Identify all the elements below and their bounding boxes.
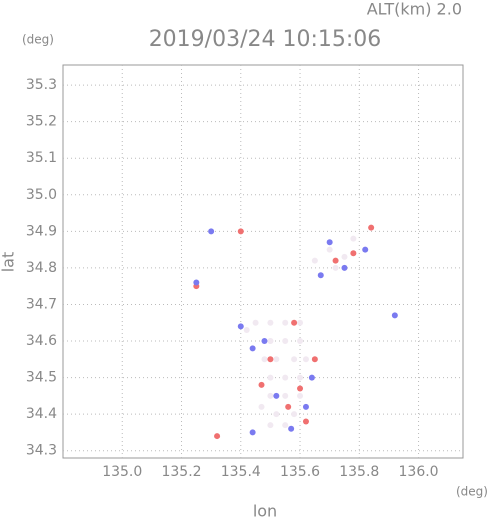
y-unit: (deg) xyxy=(22,33,54,47)
y-tick-label: 34.7 xyxy=(26,296,57,312)
data-point xyxy=(208,228,215,235)
data-point xyxy=(249,429,256,436)
data-point xyxy=(267,422,274,429)
chart-title: 2019/03/24 10:15:06 xyxy=(149,27,382,52)
data-point xyxy=(249,345,256,352)
data-point xyxy=(282,422,289,429)
data-point xyxy=(267,374,274,381)
data-point xyxy=(258,381,265,388)
data-point xyxy=(273,356,280,363)
x-tick-label: 135.0 xyxy=(102,464,142,480)
x-unit: (deg) xyxy=(456,485,488,499)
data-point xyxy=(288,425,295,432)
data-point xyxy=(297,338,304,345)
data-point xyxy=(282,319,289,326)
data-point xyxy=(350,235,357,242)
data-point xyxy=(362,246,369,253)
data-point xyxy=(273,392,280,399)
data-point xyxy=(243,327,250,334)
data-point xyxy=(308,374,315,381)
data-point xyxy=(368,224,375,231)
data-point xyxy=(267,356,274,363)
data-point xyxy=(214,433,221,440)
data-point xyxy=(267,319,274,326)
data-point xyxy=(193,279,200,286)
data-point xyxy=(261,338,268,345)
data-point xyxy=(282,374,289,381)
data-point xyxy=(391,312,398,319)
y-tick-label: 34.4 xyxy=(26,406,57,422)
data-point xyxy=(282,338,289,345)
data-point xyxy=(297,385,304,392)
data-point xyxy=(302,403,309,410)
data-point xyxy=(267,338,274,345)
data-point xyxy=(258,403,265,410)
data-point xyxy=(252,319,259,326)
data-point xyxy=(237,323,244,330)
y-tick-label: 35.0 xyxy=(26,187,57,203)
data-point xyxy=(285,403,292,410)
x-tick-label: 135.2 xyxy=(161,464,201,480)
data-point xyxy=(291,319,298,326)
data-point xyxy=(302,356,309,363)
y-tick-label: 35.1 xyxy=(26,150,57,166)
data-point xyxy=(282,392,289,399)
data-point xyxy=(311,356,318,363)
data-point xyxy=(350,250,357,257)
data-point xyxy=(291,356,298,363)
data-point xyxy=(297,319,304,326)
x-axis-label: lon xyxy=(253,502,277,521)
data-point xyxy=(237,228,244,235)
data-point xyxy=(261,356,268,363)
data-point xyxy=(326,246,333,253)
y-axis-label: lat xyxy=(0,252,18,273)
y-tick-label: 34.9 xyxy=(26,223,57,239)
data-point xyxy=(317,272,324,279)
data-point xyxy=(297,392,304,399)
data-point xyxy=(273,411,280,418)
data-point xyxy=(332,257,339,264)
data-point xyxy=(341,264,348,271)
data-point xyxy=(341,253,348,260)
y-tick-label: 34.8 xyxy=(26,260,57,276)
data-point xyxy=(291,411,298,418)
data-point xyxy=(332,264,339,271)
y-tick-label: 35.2 xyxy=(26,114,57,130)
data-point xyxy=(302,418,309,425)
x-tick-label: 135.6 xyxy=(280,464,320,480)
data-point xyxy=(267,392,274,399)
plot-frame xyxy=(62,64,464,459)
data-point xyxy=(311,257,318,264)
y-tick-label: 34.3 xyxy=(26,443,57,459)
data-point xyxy=(326,239,333,246)
data-point xyxy=(297,374,304,381)
x-tick-label: 135.4 xyxy=(221,464,261,480)
y-tick-label: 35.3 xyxy=(26,77,57,93)
x-tick-label: 135.8 xyxy=(339,464,379,480)
x-tick-label: 136.0 xyxy=(399,464,439,480)
altitude-label: ALT(km) 2.0 xyxy=(367,0,462,19)
y-tick-label: 34.5 xyxy=(26,370,57,386)
y-tick-label: 34.6 xyxy=(26,333,57,349)
